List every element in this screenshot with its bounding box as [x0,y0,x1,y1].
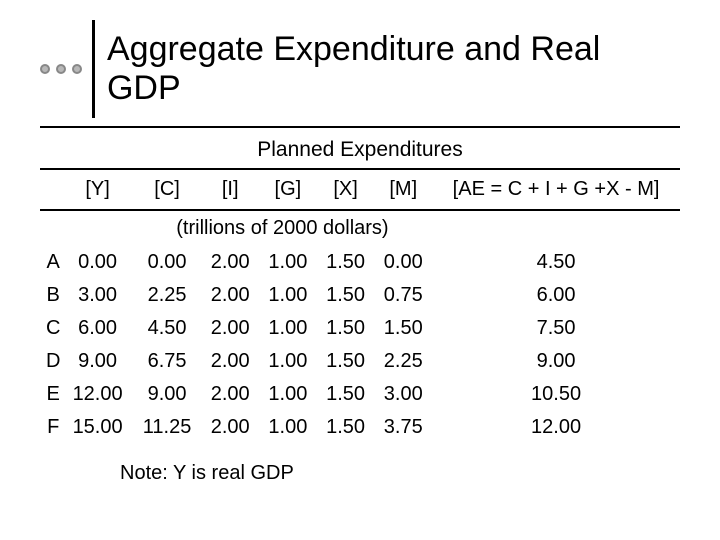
units-label: (trillions of 2000 dollars) [133,210,432,246]
cell-i: 2.00 [201,345,259,378]
cell-y: 15.00 [62,411,132,444]
cell-ae: 10.50 [432,378,680,411]
cell-x: 1.50 [317,378,375,411]
cell-ae: 7.50 [432,312,680,345]
cell-c: 2.25 [133,279,202,312]
title-block: Aggregate Expenditure and Real GDP [40,20,680,118]
dot-icon [40,64,50,74]
cell-x: 1.50 [317,312,375,345]
cell-c: 6.75 [133,345,202,378]
col-x: [X] [317,169,375,210]
vertical-rule [92,20,95,118]
cell-g: 1.00 [259,345,317,378]
cell-m: 3.75 [374,411,432,444]
bullet-dots [40,64,82,74]
cell-blank [62,210,132,246]
col-blank [40,169,62,210]
cell-y: 3.00 [62,279,132,312]
row-label: A [40,246,62,279]
col-m: [M] [374,169,432,210]
cell-c: 11.25 [133,411,202,444]
col-c: [C] [133,169,202,210]
row-label: D [40,345,62,378]
col-y: [Y] [62,169,132,210]
footnote: Note: Y is real GDP [40,462,680,485]
table-header-row: [Y] [C] [I] [G] [X] [M] [AE = C + I + G … [40,169,680,210]
cell-i: 2.00 [201,312,259,345]
cell-i: 2.00 [201,378,259,411]
cell-m: 0.75 [374,279,432,312]
cell-y: 0.00 [62,246,132,279]
col-g: [G] [259,169,317,210]
horizontal-rule [40,126,680,128]
row-label: E [40,378,62,411]
planned-expenditures-label: Planned Expenditures [40,138,680,162]
cell-y: 9.00 [62,345,132,378]
cell-blank [432,210,680,246]
cell-i: 2.00 [201,246,259,279]
cell-y: 6.00 [62,312,132,345]
cell-ae: 12.00 [432,411,680,444]
cell-m: 3.00 [374,378,432,411]
expenditure-table: [Y] [C] [I] [G] [X] [M] [AE = C + I + G … [40,168,680,444]
dot-icon [56,64,66,74]
row-label: B [40,279,62,312]
col-ae: [AE = C + I + G +X - M] [432,169,680,210]
cell-g: 1.00 [259,312,317,345]
cell-c: 4.50 [133,312,202,345]
cell-c: 9.00 [133,378,202,411]
cell-g: 1.00 [259,378,317,411]
table-row: B 3.00 2.25 2.00 1.00 1.50 0.75 6.00 [40,279,680,312]
cell-i: 2.00 [201,411,259,444]
cell-g: 1.00 [259,279,317,312]
table-row: A 0.00 0.00 2.00 1.00 1.50 0.00 4.50 [40,246,680,279]
slide: Aggregate Expenditure and Real GDP Plann… [0,0,720,540]
dot-icon [72,64,82,74]
cell-x: 1.50 [317,279,375,312]
row-label: C [40,312,62,345]
page-title: Aggregate Expenditure and Real GDP [107,30,680,108]
cell-x: 1.50 [317,345,375,378]
cell-m: 0.00 [374,246,432,279]
cell-c: 0.00 [133,246,202,279]
table-row: E 12.00 9.00 2.00 1.00 1.50 3.00 10.50 [40,378,680,411]
cell-g: 1.00 [259,411,317,444]
cell-g: 1.00 [259,246,317,279]
col-i: [I] [201,169,259,210]
unit-row: (trillions of 2000 dollars) [40,210,680,246]
cell-blank [40,210,62,246]
cell-x: 1.50 [317,411,375,444]
cell-ae: 9.00 [432,345,680,378]
cell-m: 2.25 [374,345,432,378]
cell-m: 1.50 [374,312,432,345]
cell-y: 12.00 [62,378,132,411]
cell-x: 1.50 [317,246,375,279]
row-label: F [40,411,62,444]
cell-ae: 4.50 [432,246,680,279]
table-row: C 6.00 4.50 2.00 1.00 1.50 1.50 7.50 [40,312,680,345]
cell-i: 2.00 [201,279,259,312]
table-row: D 9.00 6.75 2.00 1.00 1.50 2.25 9.00 [40,345,680,378]
cell-ae: 6.00 [432,279,680,312]
table-row: F 15.00 11.25 2.00 1.00 1.50 3.75 12.00 [40,411,680,444]
